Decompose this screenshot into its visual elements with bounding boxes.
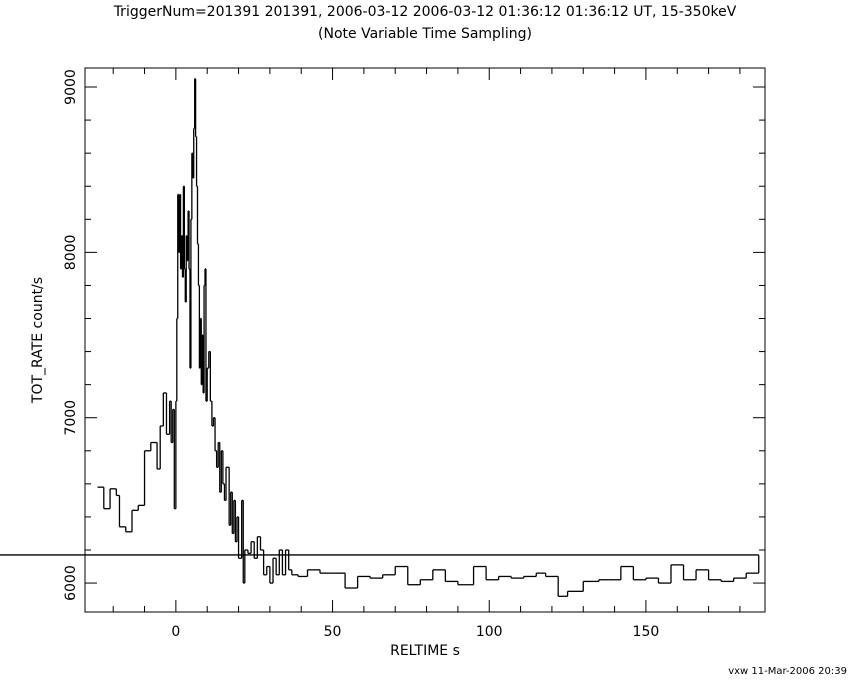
x-tick-label: 150 (633, 624, 660, 640)
footer: vxw 11-Mar-2006 20:39 (728, 666, 847, 677)
x-tick-label: 0 (171, 624, 180, 640)
y-tick-label: 8000 (63, 235, 79, 271)
x-tick-label: 50 (324, 624, 342, 640)
plot-frame (84, 67, 766, 613)
x-tick-label: 100 (476, 624, 503, 640)
y-tick-label: 7000 (63, 400, 79, 436)
chart-title: TriggerNum=201391 201391, 2006-03-12 200… (113, 4, 737, 20)
y-tick-label: 9000 (63, 69, 79, 105)
y-axis-label: TOT_RATE count/s (30, 277, 46, 404)
chart-subtitle: (Note Variable Time Sampling) (318, 26, 532, 42)
y-tick-label: 6000 (63, 565, 79, 601)
x-axis-label: RELTIME s (390, 643, 460, 659)
